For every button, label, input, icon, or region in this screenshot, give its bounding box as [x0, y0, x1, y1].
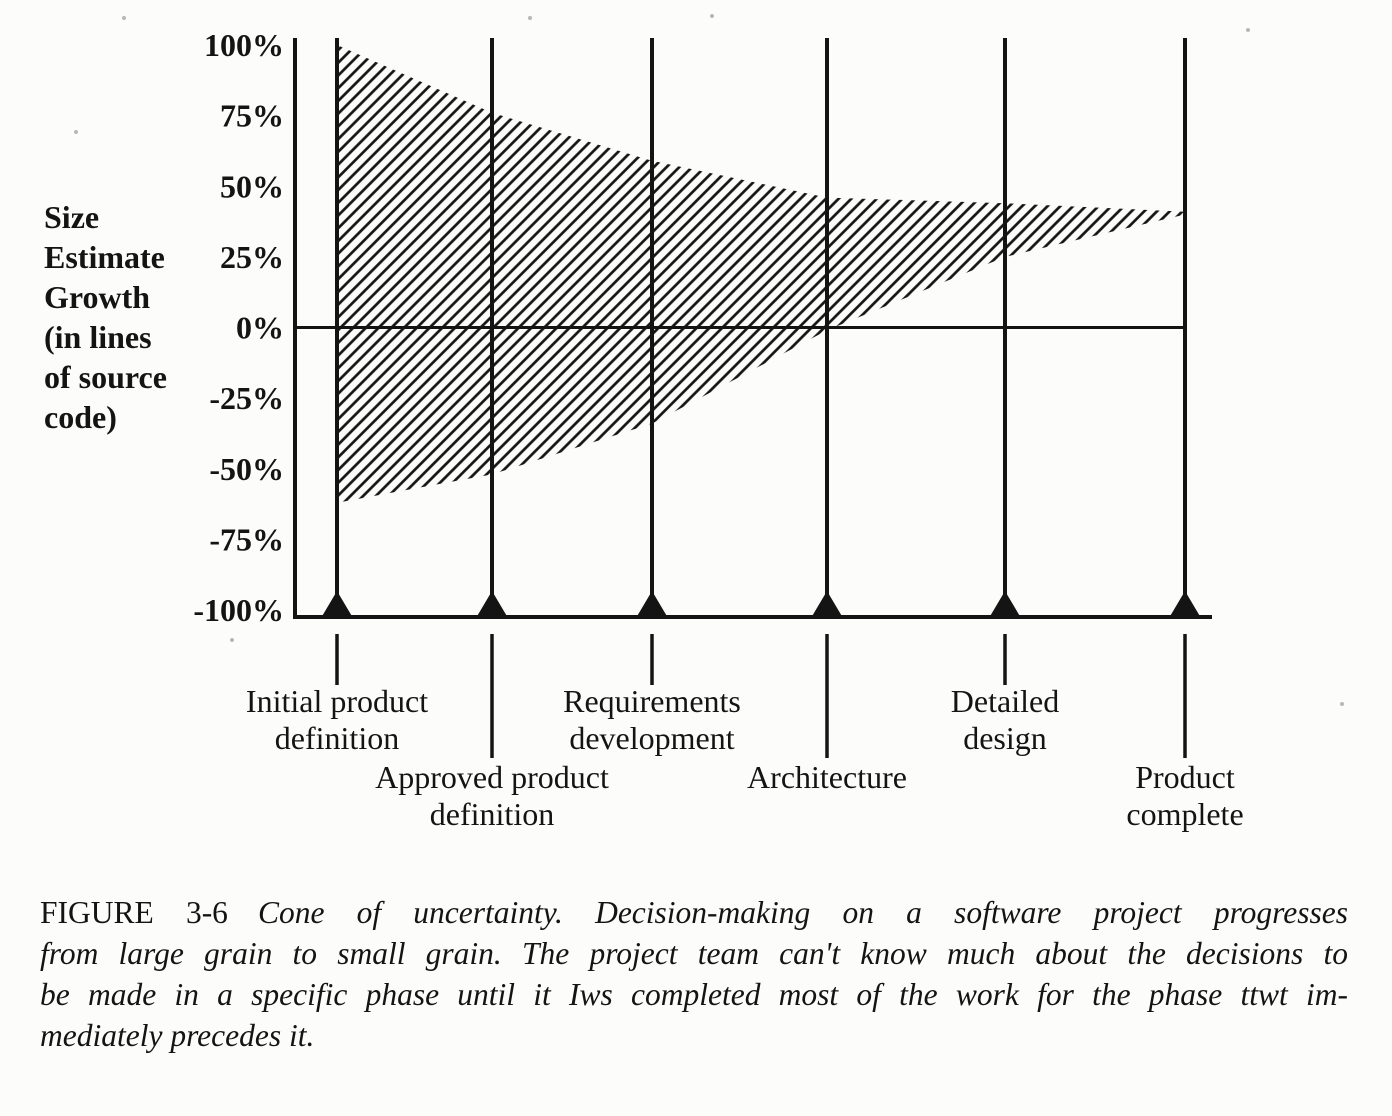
milestone-marker: [811, 591, 843, 618]
scan-noise-dot: [710, 14, 714, 18]
caption-text: Cone of uncertainty. Decision-making on …: [257, 895, 1348, 930]
milestone-marker: [476, 591, 508, 618]
scan-noise-dot: [1340, 702, 1344, 706]
scan-noise-dot: [528, 16, 532, 20]
scan-noise-dot: [1246, 28, 1250, 32]
milestone-label: Requirements development: [563, 683, 741, 756]
y-tick-label: -100%: [193, 592, 284, 628]
milestone-marker: [636, 591, 668, 618]
y-axis-title-line: Growth: [44, 279, 151, 315]
y-axis-title-line: Size: [44, 199, 100, 235]
caption-line: be made in a specific phase until it Iws…: [40, 977, 1348, 1012]
milestone-label: Initial product definition: [245, 683, 429, 756]
y-axis-title-line: of source: [44, 359, 167, 395]
y-axis-title: Size Estimate Growth (in lines of source…: [44, 197, 167, 437]
y-tick-label: -50%: [209, 451, 284, 487]
caption-line: FIGURE 3-6 Cone of uncertainty. Decision-…: [40, 892, 1348, 933]
milestone-marker: [1169, 591, 1201, 618]
y-axis-title-line: Estimate: [44, 239, 165, 275]
scan-noise-dot: [230, 638, 234, 642]
figure-caption: FIGURE 3-6 Cone of uncertainty. Decision-…: [40, 892, 1348, 1056]
figure-number: FIGURE 3-6: [40, 895, 228, 930]
scan-noise-dot: [122, 16, 126, 20]
cone-of-uncertainty-chart: 100% 75% 50% 25% 0% -25% -50% -75% -100%: [193, 27, 1212, 758]
y-tick-label: -25%: [209, 380, 284, 416]
y-tick-label: 25%: [220, 239, 284, 275]
milestone-label: Product complete: [1126, 759, 1244, 832]
y-tick-label: 100%: [204, 27, 284, 63]
scan-noise-dot: [74, 130, 78, 134]
caption-line: mediately precedes it.: [40, 1018, 315, 1053]
y-axis-title-line: (in lines: [44, 319, 152, 355]
y-tick-label: 75%: [220, 98, 284, 134]
y-axis-title-line: code): [44, 399, 117, 435]
uncertainty-cone-area: [337, 45, 1185, 503]
milestone-label: Architecture: [747, 759, 907, 795]
milestone-marker: [989, 591, 1021, 618]
caption-line: from large grain to small grain. The pro…: [40, 936, 1348, 971]
milestone-label: Approved product definition: [375, 759, 609, 832]
milestone-marker: [321, 591, 353, 618]
y-tick-label: 0%: [236, 310, 284, 346]
y-tick-label: 50%: [220, 168, 284, 204]
y-tick-label: -75%: [209, 521, 284, 557]
milestone-label: Detailed design: [950, 683, 1060, 756]
